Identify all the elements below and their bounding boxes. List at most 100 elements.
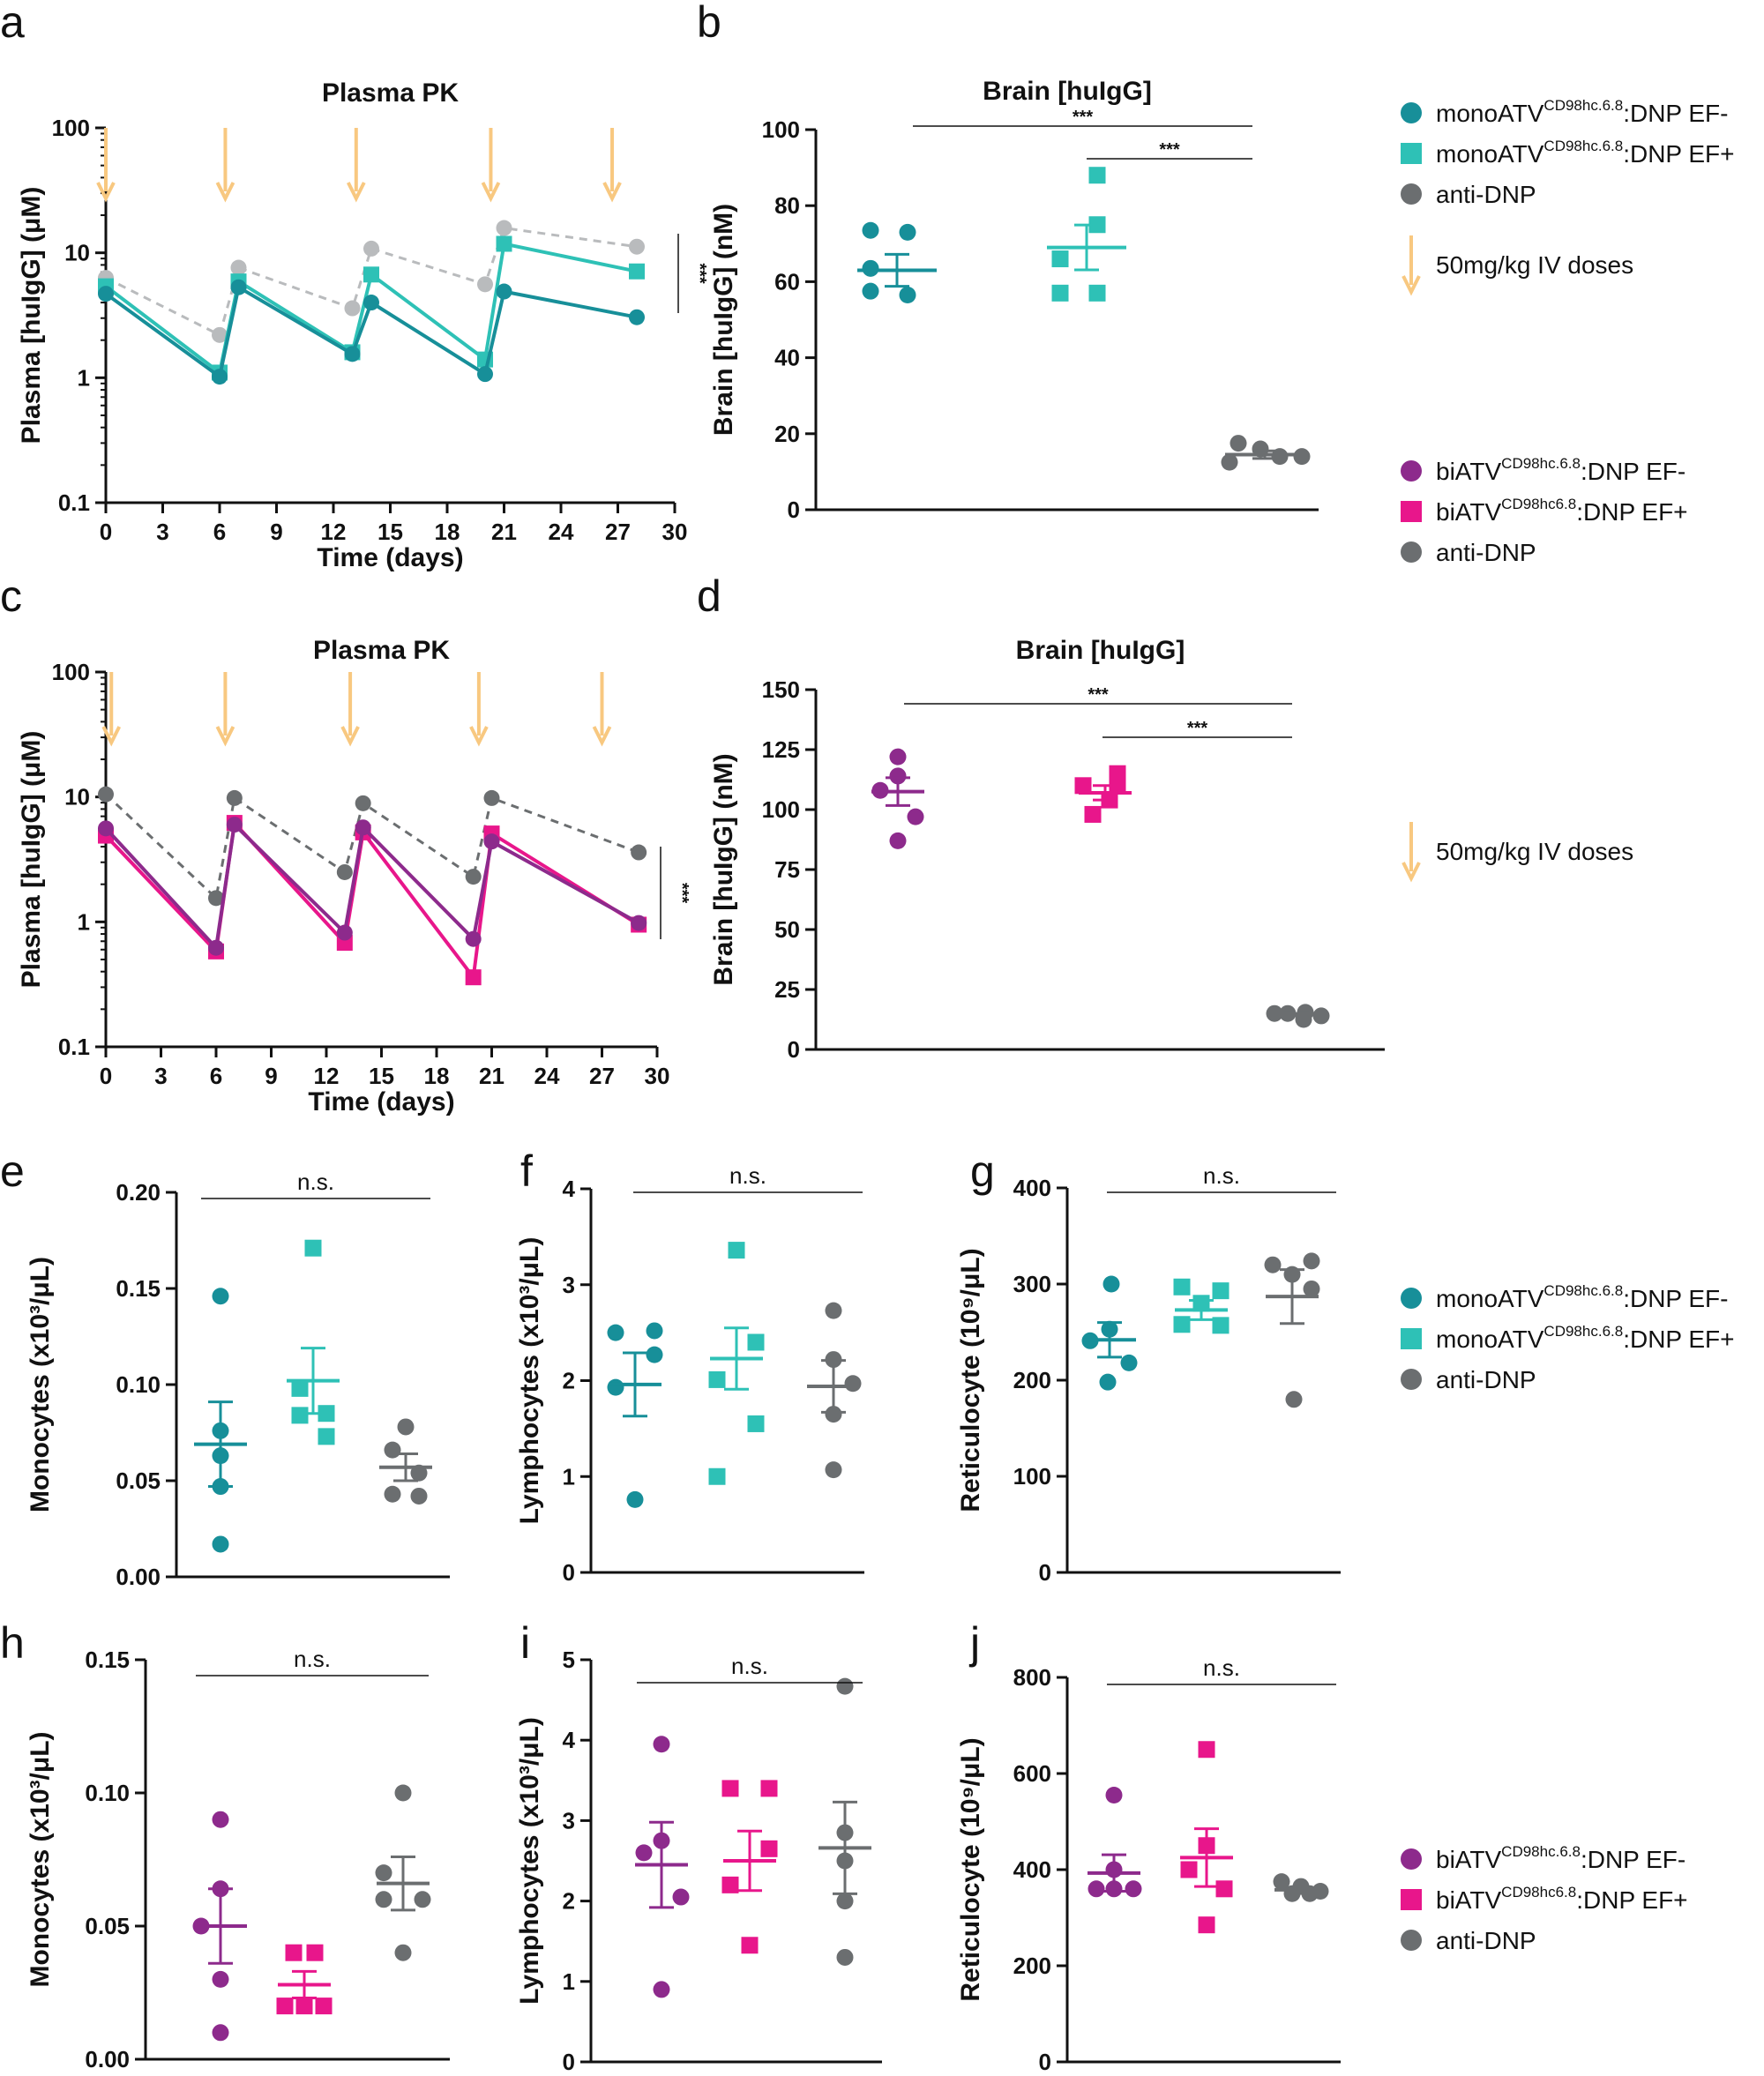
y-tick-label: 200 xyxy=(1013,1367,1051,1393)
data-point xyxy=(230,259,247,276)
y-tick-label: 4 xyxy=(563,1727,576,1753)
y-axis-label: Monocytes (x10³/μL) xyxy=(26,1731,55,1987)
data-point xyxy=(414,1891,431,1908)
data-point xyxy=(862,282,879,300)
legend-label-suffix: :DNP EF+ xyxy=(1576,498,1687,526)
y-tick-label: 10 xyxy=(64,784,90,810)
data-point xyxy=(836,1677,854,1695)
legend-label-sup: CD98hc.6.8 xyxy=(1544,97,1623,114)
y-tick-label: 3 xyxy=(563,1807,575,1833)
y-tick-label: 200 xyxy=(1013,1953,1051,1979)
panel-f-lymphocytes: f 0 1 2 3 4 Lymphocytes (x10³/μL) n.s. xyxy=(515,1146,864,1586)
y-axis-label: Reticulocyte (10⁹/μL) xyxy=(956,1248,985,1512)
data-point xyxy=(465,969,482,986)
y-tick-label: 125 xyxy=(762,736,800,763)
chart-title: Plasma PK xyxy=(322,78,459,108)
panel-letter: c xyxy=(0,571,22,621)
y-tick-label: 0 xyxy=(788,497,800,523)
data-point xyxy=(862,259,879,277)
data-point xyxy=(899,286,916,303)
y-tick-label: 0.15 xyxy=(85,1647,130,1673)
data-point xyxy=(907,808,924,825)
data-point xyxy=(344,300,361,317)
data-point xyxy=(212,2024,229,2042)
y-tick-label: 40 xyxy=(774,345,800,371)
x-tick-label: 24 xyxy=(549,519,574,545)
data-point xyxy=(708,1467,726,1485)
data-point xyxy=(1051,250,1069,268)
data-point xyxy=(285,1944,303,1961)
legend-label-suffix: :DNP EF- xyxy=(1581,1846,1686,1873)
legend-label-suffix: :DNP EF- xyxy=(1581,458,1686,485)
panel-e-monocytes: e 0.00 0.05 0.10 0.15 0.20 Monocytes (x10³/μL)… xyxy=(0,1146,450,1590)
legend-label-main: monoATV xyxy=(1436,100,1544,127)
x-tick-label: 9 xyxy=(270,519,282,545)
data-point xyxy=(355,819,371,836)
legend-marker xyxy=(1401,1328,1422,1349)
significance-label: *** xyxy=(1073,108,1094,127)
significance-label: n.s. xyxy=(729,1162,766,1189)
significance-label: n.s. xyxy=(731,1653,768,1679)
significance-label: n.s. xyxy=(297,1169,334,1195)
y-tick-label: 0 xyxy=(563,2049,575,2075)
y-tick-label: 60 xyxy=(774,268,800,295)
y-tick-label: 3 xyxy=(563,1272,575,1298)
y-tick-label: 400 xyxy=(1013,1856,1051,1883)
y-tick-label: 0 xyxy=(788,1036,800,1063)
y-tick-label: 800 xyxy=(1013,1664,1051,1691)
significance-label: n.s. xyxy=(1203,1654,1240,1681)
y-tick-label: 0.10 xyxy=(116,1371,161,1398)
y-tick-label: 50 xyxy=(774,916,800,943)
legend-label: anti-DNP xyxy=(1436,1927,1536,1954)
data-point xyxy=(208,939,224,956)
y-tick-label: 0.10 xyxy=(85,1780,130,1806)
data-point xyxy=(394,1784,412,1802)
legend-label-main: monoATV xyxy=(1436,1326,1544,1353)
chart-title: Plasma PK xyxy=(313,636,450,665)
panel-c-plasma-pk: c Plasma PK 100 10 1 0.1 0 3 6 9 12 15 18 21 24 27 30 Tim… xyxy=(0,571,691,1116)
y-axis-label: Brain [huIgG] (nM) xyxy=(709,753,738,985)
data-point xyxy=(477,276,493,293)
legend-label: anti-DNP xyxy=(1436,181,1536,208)
data-point xyxy=(899,223,916,241)
data-point xyxy=(1088,1880,1105,1898)
y-tick-label: 0.05 xyxy=(85,1913,130,1939)
significance-label: *** xyxy=(1159,140,1180,160)
data-point xyxy=(384,1441,401,1459)
y-tick-label: 100 xyxy=(52,115,90,141)
significance-label: *** xyxy=(690,263,709,284)
legend-marker xyxy=(1401,143,1422,164)
y-tick-label: 0.00 xyxy=(116,1564,161,1590)
data-point xyxy=(1084,805,1102,823)
data-point xyxy=(760,1840,778,1857)
y-tick-label: 1 xyxy=(563,1463,575,1490)
legend-label-suffix: :DNP EF- xyxy=(1623,100,1728,127)
y-tick-label: 0.15 xyxy=(116,1275,161,1302)
data-point xyxy=(1180,1861,1198,1878)
y-tick-label: 0.1 xyxy=(58,489,90,516)
dose-arrow xyxy=(340,672,360,747)
y-tick-label: 2 xyxy=(563,1888,575,1915)
data-point xyxy=(1230,435,1247,452)
y-tick-label: 150 xyxy=(762,676,800,703)
data-point xyxy=(1120,1354,1138,1371)
panel-letter: i xyxy=(520,1618,530,1668)
data-point xyxy=(336,863,353,880)
dose-arrow-head xyxy=(347,182,366,203)
y-tick-label: 20 xyxy=(774,421,800,447)
panel-letter: g xyxy=(970,1146,995,1196)
y-tick-label: 1 xyxy=(78,908,90,935)
legend-label-main: anti-DNP xyxy=(1436,181,1536,208)
data-point xyxy=(646,1346,663,1363)
x-tick-label: 15 xyxy=(369,1063,394,1089)
dose-arrow-head xyxy=(469,726,489,747)
x-axis-label: Time (days) xyxy=(308,1087,454,1116)
x-tick-label: 24 xyxy=(534,1063,560,1089)
y-tick-label: 75 xyxy=(774,856,800,883)
y-tick-label: 5 xyxy=(563,1647,575,1673)
data-point xyxy=(825,1302,842,1319)
y-tick-label: 400 xyxy=(1013,1175,1051,1201)
data-point xyxy=(315,1998,333,2015)
dose-arrow-head xyxy=(1401,275,1421,296)
legend-label-sup: CD98hc.6.8 xyxy=(1501,1843,1581,1860)
